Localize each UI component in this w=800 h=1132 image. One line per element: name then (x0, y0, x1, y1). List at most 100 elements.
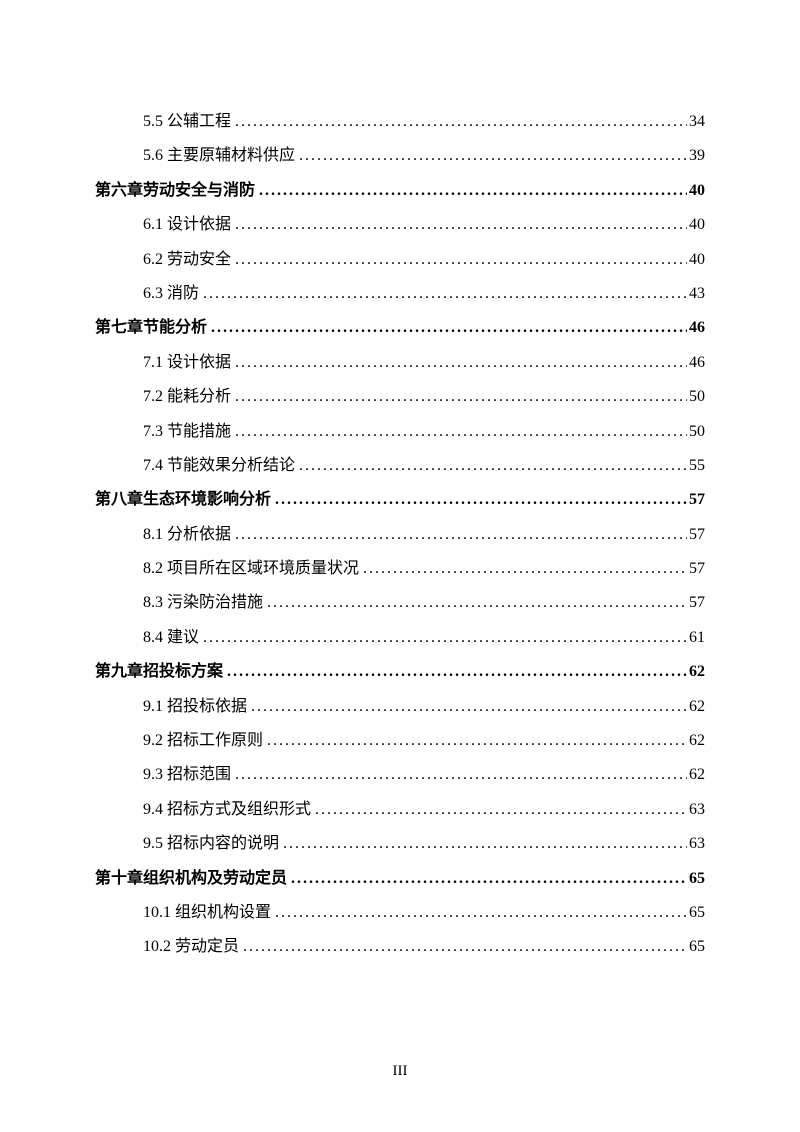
toc-leader-dots (243, 930, 687, 964)
toc-leader-dots (315, 793, 687, 827)
toc-section: 9.3 招标范围 62 (143, 758, 705, 792)
toc-entry-title: 8.3 污染防治措施 (143, 586, 263, 620)
toc-leader-dots (235, 518, 687, 552)
toc-entry-page: 65 (687, 896, 705, 930)
toc-entry-title: 7.1 设计依据 (143, 346, 231, 380)
toc-chapter: 第十章组织机构及劳动定员 65 (95, 862, 705, 896)
toc-entry-page: 57 (687, 518, 705, 552)
toc-entry-page: 57 (687, 552, 705, 586)
toc-entry-page: 50 (687, 415, 705, 449)
toc-leader-dots (251, 690, 687, 724)
toc-leader-dots (235, 208, 687, 242)
toc-leader-dots (203, 277, 687, 311)
toc-entry-page: 34 (687, 105, 705, 139)
toc-leader-dots (235, 380, 687, 414)
toc-leader-dots (267, 724, 687, 758)
toc-entry-page: 40 (687, 174, 705, 208)
toc-section: 8.4 建议 61 (143, 621, 705, 655)
toc-entry-title: 9.1 招投标依据 (143, 690, 247, 724)
toc-entry-title: 8.4 建议 (143, 621, 199, 655)
toc-section: 9.5 招标内容的说明 63 (143, 827, 705, 861)
toc-leader-dots (227, 655, 687, 689)
toc-leader-dots (259, 174, 687, 208)
toc-entry-page: 57 (687, 483, 705, 517)
toc-entry-title: 6.1 设计依据 (143, 208, 231, 242)
toc-section: 7.3 节能措施 50 (143, 415, 705, 449)
toc-entry-page: 50 (687, 380, 705, 414)
toc-entry-title: 9.4 招标方式及组织形式 (143, 793, 311, 827)
toc-entry-page: 40 (687, 243, 705, 277)
toc-leader-dots (363, 552, 687, 586)
toc-leader-dots (203, 621, 687, 655)
toc-entry-page: 46 (687, 346, 705, 380)
toc-leader-dots (235, 346, 687, 380)
toc-entry-page: 39 (687, 139, 705, 173)
toc-entry-title: 10.2 劳动定员 (143, 930, 239, 964)
toc-entry-title: 5.6 主要原辅材料供应 (143, 139, 295, 173)
toc-entry-page: 61 (687, 621, 705, 655)
toc-entry-title: 第九章招投标方案 (95, 655, 223, 689)
toc-leader-dots (235, 105, 687, 139)
toc-leader-dots (299, 139, 687, 173)
toc-entry-page: 65 (687, 862, 705, 896)
toc-section: 7.4 节能效果分析结论 55 (143, 449, 705, 483)
toc-entry-page: 62 (687, 758, 705, 792)
toc-chapter: 第九章招投标方案 62 (95, 655, 705, 689)
toc-entry-title: 7.2 能耗分析 (143, 380, 231, 414)
toc-chapter: 第八章生态环境影响分析 57 (95, 483, 705, 517)
toc-section: 5.5 公辅工程 34 (143, 105, 705, 139)
toc-leader-dots (235, 415, 687, 449)
toc-section: 7.2 能耗分析 50 (143, 380, 705, 414)
toc-section: 6.2 劳动安全 40 (143, 243, 705, 277)
toc-leader-dots (235, 243, 687, 277)
toc-entry-title: 7.4 节能效果分析结论 (143, 449, 295, 483)
toc-entry-title: 9.3 招标范围 (143, 758, 231, 792)
toc-section: 8.2 项目所在区域环境质量状况 57 (143, 552, 705, 586)
toc-entry-title: 第八章生态环境影响分析 (95, 483, 271, 517)
toc-section: 5.6 主要原辅材料供应 39 (143, 139, 705, 173)
toc-section: 7.1 设计依据 46 (143, 346, 705, 380)
toc-section: 10.1 组织机构设置 65 (143, 896, 705, 930)
toc-leader-dots (235, 758, 687, 792)
toc-entry-title: 7.3 节能措施 (143, 415, 231, 449)
toc-leader-dots (291, 862, 687, 896)
toc-section: 10.2 劳动定员 65 (143, 930, 705, 964)
toc-entry-title: 8.1 分析依据 (143, 518, 231, 552)
toc-entry-page: 62 (687, 655, 705, 689)
toc-entry-title: 10.1 组织机构设置 (143, 896, 271, 930)
toc-entry-title: 9.5 招标内容的说明 (143, 827, 279, 861)
toc-section: 8.3 污染防治措施57 (143, 586, 705, 620)
toc-entry-title: 第六章劳动安全与消防 (95, 174, 255, 208)
toc-entry-page: 46 (687, 311, 705, 345)
toc-chapter: 第六章劳动安全与消防 40 (95, 174, 705, 208)
table-of-contents: 5.5 公辅工程345.6 主要原辅材料供应39第六章劳动安全与消防406.1 … (95, 105, 705, 965)
toc-leader-dots (211, 311, 687, 345)
toc-entry-page: 65 (687, 930, 705, 964)
toc-section: 6.3 消防 43 (143, 277, 705, 311)
toc-entry-title: 5.5 公辅工程 (143, 105, 231, 139)
toc-section: 9.4 招标方式及组织形式 63 (143, 793, 705, 827)
toc-entry-page: 62 (687, 724, 705, 758)
toc-entry-title: 第十章组织机构及劳动定员 (95, 862, 287, 896)
toc-entry-title: 6.2 劳动安全 (143, 243, 231, 277)
toc-chapter: 第七章节能分析 46 (95, 311, 705, 345)
toc-leader-dots (275, 896, 687, 930)
toc-leader-dots (267, 586, 687, 620)
toc-leader-dots (275, 483, 687, 517)
toc-section: 9.1 招投标依据 62 (143, 690, 705, 724)
toc-entry-page: 63 (687, 827, 705, 861)
toc-entry-page: 62 (687, 690, 705, 724)
toc-entry-title: 第七章节能分析 (95, 311, 207, 345)
toc-section: 8.1 分析依据 57 (143, 518, 705, 552)
toc-entry-page: 55 (687, 449, 705, 483)
toc-entry-title: 9.2 招标工作原则 (143, 724, 263, 758)
toc-entry-title: 8.2 项目所在区域环境质量状况 (143, 552, 359, 586)
toc-entry-page: 40 (687, 208, 705, 242)
toc-entry-page: 63 (687, 793, 705, 827)
page-number: III (0, 1063, 800, 1080)
toc-section: 6.1 设计依据 40 (143, 208, 705, 242)
toc-entry-title: 6.3 消防 (143, 277, 199, 311)
toc-leader-dots (299, 449, 687, 483)
toc-entry-page: 43 (687, 277, 705, 311)
toc-leader-dots (283, 827, 687, 861)
